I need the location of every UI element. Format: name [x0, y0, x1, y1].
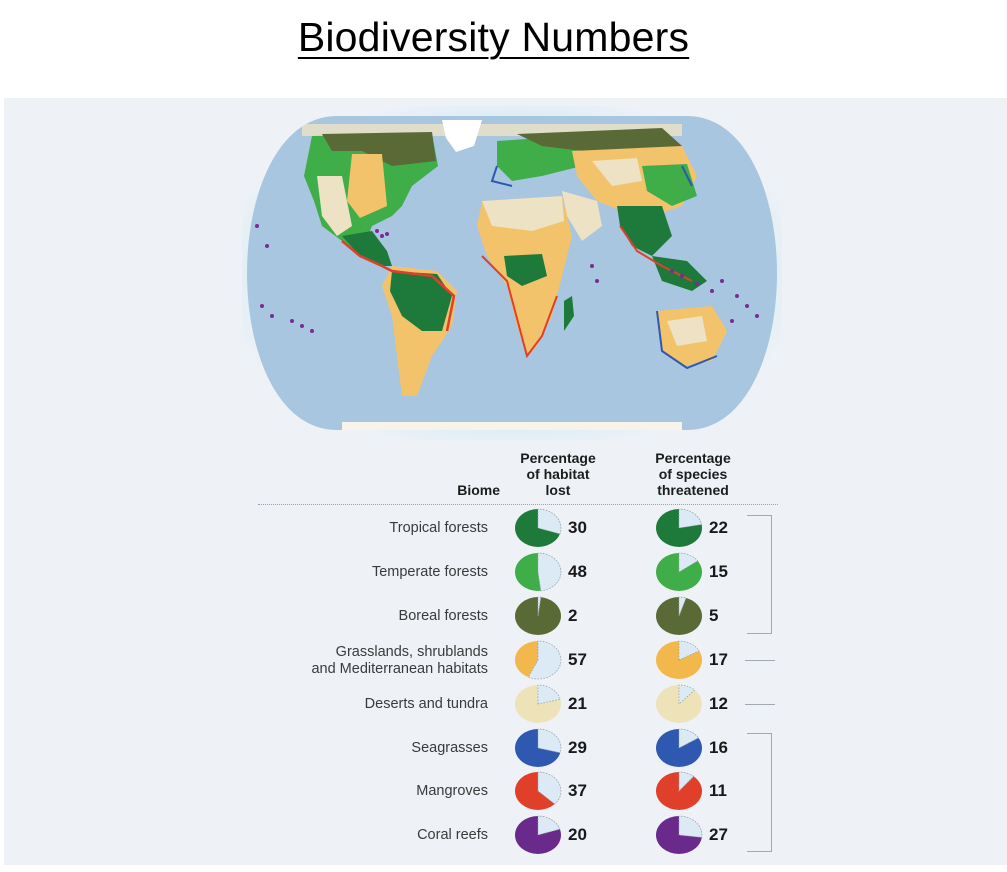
species-threatened-pie: [655, 684, 703, 724]
table-row: Grasslands, shrublands and Mediterranean …: [250, 640, 790, 680]
habitat-lost-pie: [514, 640, 562, 680]
species-threatened-pie: [655, 815, 703, 855]
biome-label: Deserts and tundra: [364, 696, 488, 712]
species-threatened-value: 5: [709, 606, 719, 625]
habitat-lost-value: 21: [568, 694, 587, 713]
habitat-lost-pie: [514, 552, 562, 592]
habitat-lost-pie: [514, 684, 562, 724]
page-title: Biodiversity Numbers: [297, 14, 690, 60]
species-threatened-pie: [655, 640, 703, 680]
habitat-lost-value: 30: [568, 518, 587, 537]
species-threatened-value: 15: [709, 562, 728, 581]
species-threatened-pie: [655, 508, 703, 548]
biome-label: Seagrasses: [411, 740, 488, 756]
desert-group-tick: [745, 704, 775, 705]
species-threatened-value: 17: [709, 650, 728, 669]
species-threatened-value: 11: [709, 781, 727, 800]
biome-label: Mangroves: [416, 783, 488, 799]
biome-label: Temperate forests: [371, 564, 488, 580]
table-row: Deserts and tundra 21 12: [250, 684, 790, 724]
header-species-threatened: Percentage of species threatened: [655, 450, 731, 498]
biome-label: Boreal forests: [398, 608, 488, 624]
species-threatened-pie: [655, 771, 703, 811]
biome-label: Coral reefs: [417, 827, 488, 843]
table-row: Temperate forests 48 15: [250, 552, 790, 592]
habitat-lost-value: 48: [568, 562, 587, 581]
species-threatened-value: 27: [709, 825, 728, 844]
habitat-lost-pie: [514, 815, 562, 855]
species-threatened-value: 12: [709, 694, 728, 713]
biome-table: Biome Percentage of habitat lost Percent…: [250, 445, 790, 865]
species-threatened-value: 22: [709, 518, 728, 537]
forest-group-bracket: [747, 515, 772, 634]
world-biome-map: [242, 106, 782, 440]
table-row: Coral reefs 20 27: [250, 815, 790, 855]
coastal-group-bracket: [747, 733, 772, 852]
species-threatened-pie: [655, 728, 703, 768]
habitat-lost-value: 57: [568, 650, 587, 669]
habitat-lost-value: 20: [568, 825, 587, 844]
habitat-lost-value: 29: [568, 738, 587, 757]
biome-label: Grasslands, shrublands and Mediterranean …: [311, 644, 488, 677]
habitat-lost-pie: [514, 596, 562, 636]
species-threatened-pie: [655, 596, 703, 636]
table-row: Boreal forests 2 5: [250, 596, 790, 636]
header-biome: Biome: [457, 482, 500, 498]
species-threatened-pie: [655, 552, 703, 592]
grassland-group-tick: [745, 660, 775, 661]
table-row: Seagrasses 29 16: [250, 728, 790, 768]
habitat-lost-pie: [514, 508, 562, 548]
habitat-lost-pie: [514, 771, 562, 811]
header-divider: [258, 504, 778, 505]
header-habitat-lost: Percentage of habitat lost: [520, 450, 596, 498]
habitat-lost-value: 2: [568, 606, 578, 625]
table-row: Tropical forests 30 22: [250, 508, 790, 548]
species-threatened-value: 16: [709, 738, 728, 757]
habitat-lost-value: 37: [568, 781, 587, 800]
biome-label: Tropical forests: [389, 520, 488, 536]
habitat-lost-pie: [514, 728, 562, 768]
table-row: Mangroves 37 11: [250, 771, 790, 811]
